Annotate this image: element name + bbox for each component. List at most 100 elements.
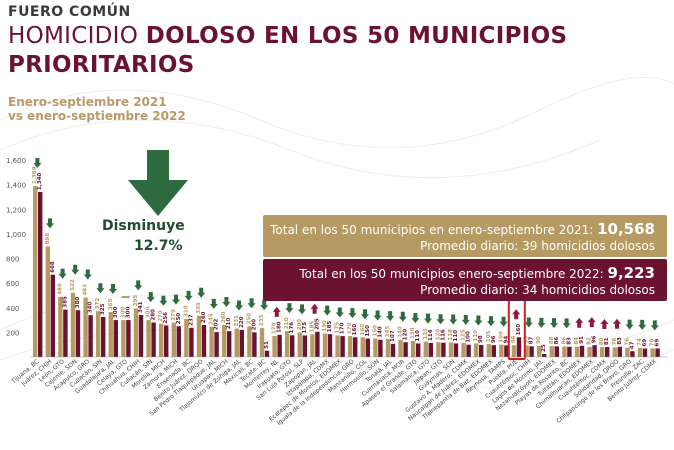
down-arrow-icon [128,150,188,216]
bar-2022 [138,315,144,357]
bar-2022 [491,345,496,357]
data-label-2022: 96 [592,335,598,343]
data-label-2021: 145 [385,325,391,337]
summary-2022: Total en los 50 municipios enero-septiem… [263,259,667,301]
bar-2021 [385,339,391,357]
data-label-2021: 80 [599,337,605,345]
data-label-2021: 190 [322,320,328,332]
up-arrow-icon [600,319,609,330]
data-label-2022: 86 [554,337,560,345]
bar-2021 [297,332,302,357]
up-arrow-icon [512,309,521,320]
bar-2021 [196,315,202,357]
data-label-2021: 250 [246,313,252,325]
bar-2021 [612,347,617,357]
bar-2021 [625,347,630,357]
bar-2022 [315,331,320,357]
data-label-2021: 898 [45,233,51,245]
data-label-2021: 483 [83,284,89,296]
y-tick-label: 1,600 [6,157,26,165]
bar-2022 [189,327,194,357]
decrease-label: Disminuye [102,218,185,234]
bar-2022 [264,350,270,357]
bar-2021 [436,342,441,357]
down-arrow-icon [411,312,420,323]
data-label-2022: 87 [529,336,535,344]
down-arrow-icon [335,307,344,318]
data-label-2021: 489 [57,283,63,295]
data-label-2021: 260 [221,311,227,323]
bar-2021 [58,296,63,357]
bar-2021 [234,328,239,357]
down-arrow-icon [172,294,180,305]
data-label-2022: 380 [75,297,81,309]
down-arrow-icon [222,296,231,307]
bar-2021 [322,333,328,357]
bar-2021 [549,346,554,357]
data-label-2021: 372 [95,298,101,310]
bar-2021 [121,320,126,357]
data-label-2021: 335 [196,302,202,314]
summary-2021: Total en los 50 municipios en enero-sept… [263,215,667,257]
y-tick-label: 200 [6,329,19,337]
bar-2021 [574,346,580,357]
data-label-2022: 341 [138,301,144,313]
data-label-2021: 105 [486,330,492,342]
bar-2022 [592,345,597,357]
data-label-2022: 83 [617,337,623,345]
bar-2021 [486,344,491,357]
data-label-2021: 1,389 [32,166,38,184]
y-tick-label: 800 [6,256,19,264]
bar-2021 [33,185,38,357]
data-label-2021: 76 [624,338,630,346]
y-tick-label: 400 [6,305,19,313]
data-label-2022: 340 [88,301,94,313]
data-label-2022: 1,340 [37,172,43,190]
data-label-2021: 170 [347,322,353,334]
down-arrow-icon [562,318,571,329]
bar-2021 [360,337,365,357]
bar-2022 [365,338,370,357]
data-label-2022: 160 [516,324,522,336]
summary-2022-avg: Promedio diario: 34 homicidios dolosos [420,283,655,297]
bar-2022 [605,347,610,357]
data-label-2021: 130 [410,327,416,339]
down-arrow-icon [474,315,483,326]
data-label-2022: 385 [62,296,68,308]
bar-2022 [88,315,93,357]
bar-2022 [428,342,433,357]
bar-2021 [373,338,378,357]
down-arrow-icon [524,317,533,328]
data-label-2021: 118 [448,329,454,341]
data-label-2022: 220 [239,316,245,328]
bar-2022 [655,348,660,357]
bar-2021 [511,345,517,357]
data-label-2021: 88 [549,336,555,344]
bar-2022 [290,335,295,357]
bar-2022 [579,345,585,357]
data-label-2022: 140 [377,326,383,338]
bar-2021 [171,322,176,357]
down-arrow-icon [46,218,54,229]
bar-2021 [398,339,403,357]
data-label-2021: 175 [335,322,341,334]
bar-2021 [184,318,189,357]
data-label-2022: 91 [579,336,585,344]
bar-2022 [50,274,55,357]
data-label-2022: 83 [566,337,572,345]
bar-2022 [176,326,181,357]
down-arrow-icon [449,314,458,325]
up-arrow-icon [272,306,281,317]
data-label-2021: 245 [209,313,215,325]
down-arrow-icon [285,303,294,314]
data-label-2021: 395 [133,295,139,307]
bar-2022 [453,343,459,357]
data-label-2021: 185 [309,321,315,333]
y-tick-label: 1,200 [6,206,26,214]
bar-2021 [524,345,529,357]
data-label-2022: 69 [655,339,661,347]
down-arrow-icon [386,311,395,322]
down-arrow-icon [499,316,508,327]
data-label-2021: 78 [612,338,618,346]
data-label-2021: 235 [259,314,265,326]
